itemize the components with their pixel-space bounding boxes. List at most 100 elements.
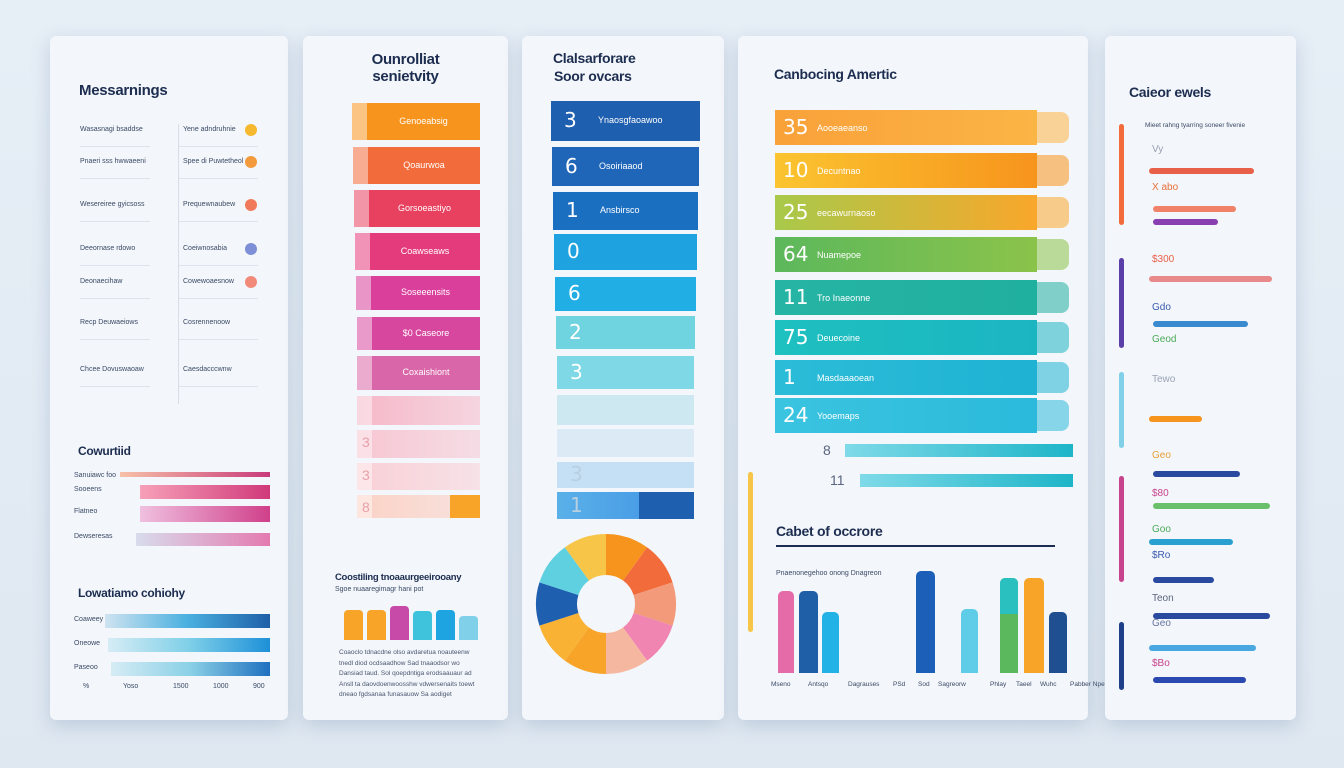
funnel-step[interactable]: Soseeensits [356, 276, 480, 310]
level-bar[interactable] [1153, 219, 1218, 225]
metric-row[interactable]: 64 Nuamepoe [775, 237, 1037, 272]
score-item[interactable] [557, 395, 694, 425]
level-bar[interactable] [1149, 539, 1233, 545]
step-tab [356, 276, 371, 310]
axis-tick-label: 1000 [213, 683, 229, 690]
axis-tick-label: % [83, 683, 90, 690]
panel-subtitle: senietvity [372, 68, 439, 85]
funnel-step[interactable]: 3 [357, 430, 480, 458]
score-item[interactable]: 2 [556, 316, 695, 349]
progress-bar [108, 638, 270, 652]
donut-slice [623, 547, 673, 596]
title-underline [776, 545, 1055, 547]
stacked-bar [120, 472, 270, 477]
funnel-step[interactable]: Genoeabsig [352, 103, 480, 140]
level-bar[interactable] [1153, 677, 1246, 683]
metric-row[interactable]: 25 eecawurnaoso [775, 195, 1037, 230]
funnel-step[interactable]: Qoaurwoa [353, 147, 480, 184]
row-tab [1037, 282, 1069, 313]
level-bar[interactable] [1153, 503, 1270, 509]
divider [80, 146, 150, 147]
step-label: Gorsoeastiyo [397, 202, 452, 213]
metric-row[interactable]: 75 Deuecoine [775, 320, 1037, 355]
column-bar [778, 591, 794, 673]
level-bar[interactable] [1149, 645, 1256, 651]
metric-row[interactable]: 10 Decuntnao [775, 153, 1037, 188]
step-tab [357, 430, 372, 458]
metric-label: Deuecoine [817, 333, 861, 343]
axis-label: Dagrauses [848, 681, 880, 688]
level-bar[interactable] [1149, 416, 1202, 422]
bar-label: Oneowe [74, 640, 101, 647]
metric-row[interactable]: 11 Tro Inaeonne [775, 280, 1037, 315]
score-item[interactable]: 3 [557, 462, 694, 488]
divider [80, 178, 150, 179]
progress-bar [105, 614, 270, 628]
thin-row-bar[interactable] [860, 474, 1073, 487]
step-label: Soseeensits [400, 287, 451, 297]
level-bar[interactable] [1149, 276, 1272, 282]
score-item[interactable]: 6 [555, 277, 696, 311]
metric-label: Recp Deuwaeiows [80, 319, 138, 326]
funnel-step[interactable]: 3 [357, 463, 480, 490]
donut-chart [536, 534, 676, 674]
column-bar-top [1000, 578, 1018, 614]
row-tab [1037, 197, 1069, 228]
axis-label: Sagreorw [938, 681, 966, 688]
column-bar [1024, 578, 1044, 673]
score-item[interactable]: 0 [554, 234, 697, 270]
step-tab [355, 233, 370, 270]
level-bar[interactable] [1153, 471, 1240, 477]
row-tab [1037, 362, 1069, 393]
funnel-step[interactable]: Gorsoeastiyo [354, 190, 480, 227]
funnel-step[interactable] [357, 396, 480, 425]
metric-label: Aooeaeanso [817, 123, 868, 133]
bar-label: Dewseresas [74, 533, 113, 540]
panel-title: Ounrolliat [371, 51, 440, 68]
level-bar[interactable] [1153, 321, 1248, 327]
metric-value: Spee di Puwtetheol [183, 158, 244, 165]
metric-row[interactable]: 24 Yooemaps [775, 398, 1037, 433]
mini-bar [344, 610, 363, 640]
score-item[interactable]: 6 Osoiriaaod [552, 147, 699, 186]
score-item[interactable]: 1 [557, 492, 694, 519]
score-item[interactable]: 1 Ansbirsco [553, 192, 698, 230]
divider [178, 178, 258, 179]
funnel-step[interactable]: Coawseaws [355, 233, 480, 270]
score-number: 3 [564, 108, 577, 132]
funnel-step[interactable]: $0 Caseore [357, 317, 480, 350]
score-label: Ansbirsco [600, 205, 640, 215]
metric-label: Wesereiree gyicsoss [80, 201, 145, 208]
chart-caption: Pnaenonegehoo onong Dnagreon [776, 570, 882, 577]
funnel-step[interactable]: 8 [357, 495, 480, 518]
divider [178, 298, 258, 299]
metric-number: 75 [783, 325, 809, 349]
metric-row[interactable]: 1 Masdaaaoean [775, 360, 1037, 395]
progress-bar [111, 662, 270, 676]
divider [178, 221, 258, 222]
divider [80, 298, 150, 299]
score-item[interactable]: 3 Ynaosgfaoawoo [551, 101, 700, 141]
level-bar[interactable] [1153, 577, 1214, 583]
score-item[interactable] [557, 429, 694, 457]
score-item[interactable]: 3 [557, 356, 694, 389]
panel-title: Clalsarforare [553, 50, 636, 66]
thin-row-bar[interactable] [845, 444, 1073, 457]
axis-label: Mseno [771, 681, 791, 688]
metric-row[interactable]: 35 Aooeaeanso [775, 110, 1037, 145]
score-label: Osoiriaaod [599, 160, 643, 171]
metric-label: Deeornase rdowo [80, 245, 136, 252]
column-bar [1049, 611, 1067, 673]
funnel-step[interactable]: Coxaishiont [357, 356, 480, 390]
level-bar[interactable] [1153, 206, 1236, 212]
step-tab [352, 103, 367, 140]
axis-label: Wuhc [1040, 681, 1057, 688]
score-number: 3 [570, 462, 583, 486]
level-bar[interactable] [1149, 168, 1254, 174]
divider [178, 386, 258, 387]
metric-number: 64 [783, 242, 809, 266]
status-dot-icon [245, 124, 257, 136]
level-bar[interactable] [1153, 613, 1270, 619]
step-accent [450, 495, 480, 518]
donut-slice [564, 534, 606, 581]
